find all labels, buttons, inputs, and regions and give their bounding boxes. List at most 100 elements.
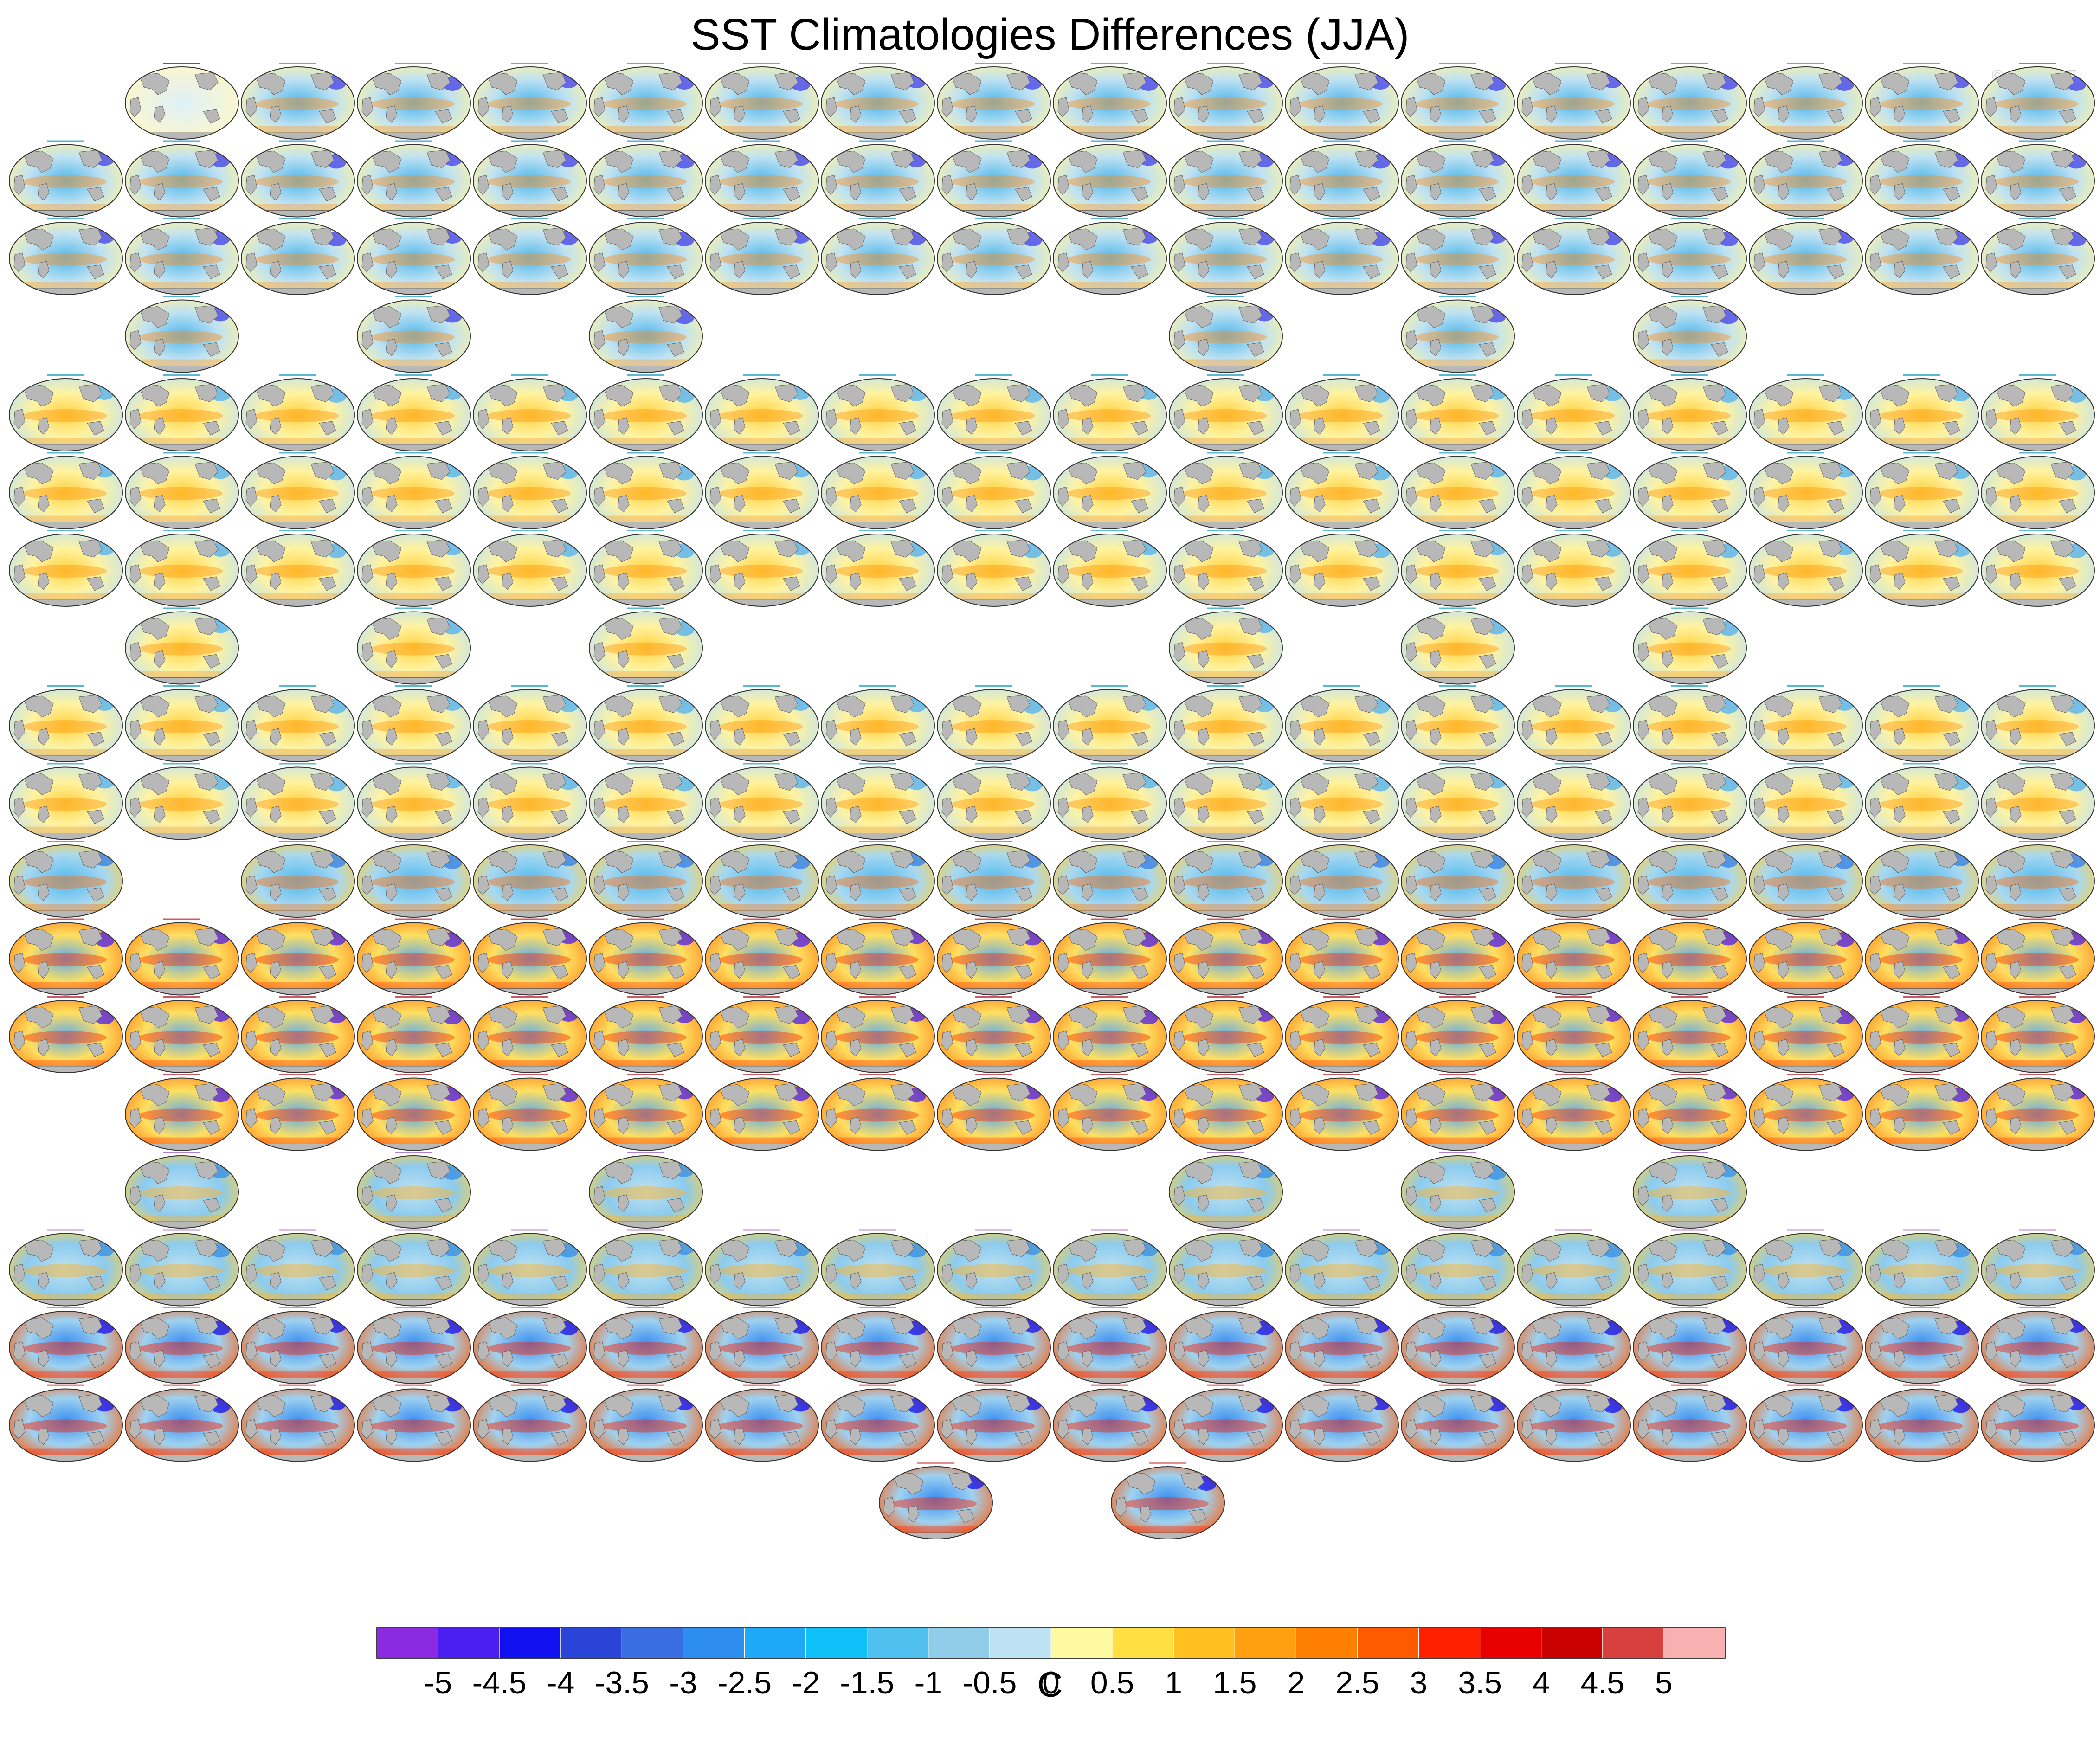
model-panel (1865, 1229, 1979, 1307)
model-panel (589, 140, 703, 218)
model-panel (241, 763, 355, 840)
model-panel (705, 1074, 819, 1151)
model-panel (1517, 1384, 1631, 1462)
model-panel (1053, 63, 1167, 140)
model-panel (241, 918, 355, 996)
model-panel (821, 140, 935, 218)
model-panel (1633, 1307, 1747, 1384)
colorbar-swatch (1295, 1627, 1358, 1659)
colorbar-swatch (1234, 1627, 1296, 1659)
model-panel (1865, 374, 1979, 451)
model-panel (1517, 918, 1631, 996)
colorbar-tick-label: 2.5 (1335, 1665, 1379, 1700)
colorbar-swatch (1112, 1627, 1174, 1659)
model-panel (1865, 530, 1979, 607)
model-panel (1749, 218, 1863, 295)
model-panel (937, 685, 1051, 762)
model-panel (1401, 218, 1515, 295)
model-panel (1169, 1307, 1283, 1384)
model-panel (1401, 763, 1515, 840)
colorbar-tick-label: -5 (424, 1665, 452, 1700)
model-panel (1285, 1074, 1399, 1151)
model-panel (241, 1074, 355, 1151)
model-panel (125, 374, 239, 451)
colorbar-tick-label: 3 (1410, 1665, 1428, 1700)
model-panel (1981, 530, 2095, 607)
model-panel (1285, 452, 1399, 529)
model-panel (1633, 918, 1747, 996)
model-panel (473, 374, 587, 451)
model-panel (1633, 607, 1747, 685)
colorbar-tick-label: 2 (1287, 1665, 1305, 1700)
model-panel (1865, 841, 1979, 918)
model-panel (705, 763, 819, 840)
model-panel (821, 530, 935, 607)
model-panel (1517, 530, 1631, 607)
model-panel (1633, 530, 1747, 607)
model-panel (705, 685, 819, 762)
model-panel (1285, 763, 1399, 840)
model-panel (125, 996, 239, 1073)
model-panel (9, 685, 123, 762)
colorbar-units-label: C (1037, 1665, 1063, 1705)
model-panel (1633, 296, 1747, 373)
model-panel (705, 918, 819, 996)
model-panel (1749, 1074, 1863, 1151)
model-panel (241, 1384, 355, 1462)
model-panel (125, 530, 239, 607)
model-panel (9, 374, 123, 451)
model-panel (1981, 1074, 2095, 1151)
model-panel (1053, 140, 1167, 218)
model-panel (1053, 1074, 1167, 1151)
colorbar-outline (376, 1627, 1726, 1659)
model-panel (705, 841, 819, 918)
colorbar-swatch (621, 1627, 683, 1659)
model-panel (1633, 140, 1747, 218)
colorbar-swatch (1418, 1627, 1481, 1659)
model-panel (1053, 530, 1167, 607)
model-panel (473, 841, 587, 918)
model-panel (821, 374, 935, 451)
model-panel (125, 763, 239, 840)
model-panel (125, 607, 239, 685)
model-panel (357, 140, 471, 218)
model-panel (1865, 452, 1979, 529)
model-panel (1749, 1384, 1863, 1462)
model-panel (241, 685, 355, 762)
model-panel (357, 1229, 471, 1307)
model-panel (1633, 374, 1747, 451)
colorbar-tick-label: 1.5 (1213, 1665, 1257, 1700)
model-panel (705, 374, 819, 451)
model-panel (1517, 763, 1631, 840)
colorbar-tick-label: 0 (1042, 1665, 1060, 1700)
model-panel (1053, 452, 1167, 529)
model-panel (357, 1384, 471, 1462)
model-panel (473, 1384, 587, 1462)
model-panel (1517, 140, 1631, 218)
model-panel (357, 296, 471, 373)
model-panel (705, 140, 819, 218)
model-panel (357, 63, 471, 140)
model-panel (1285, 1307, 1399, 1384)
colorbar-tick-label: -1 (915, 1665, 942, 1700)
colorbar-swatch (805, 1627, 868, 1659)
model-panel (1517, 1229, 1631, 1307)
model-panel (821, 685, 935, 762)
model-panel (1517, 996, 1631, 1073)
model-panel (357, 1307, 471, 1384)
model-panel (357, 685, 471, 762)
chart-title: SST Climatologies Differences (JJA) (690, 10, 1410, 59)
model-panel (125, 140, 239, 218)
model-panel (1169, 1229, 1283, 1307)
model-panel (937, 841, 1051, 918)
model-panel (473, 1307, 587, 1384)
model-panel (589, 218, 703, 295)
model-panel (1053, 685, 1167, 762)
model-panel (1053, 1307, 1167, 1384)
colorbar-swatch (1357, 1627, 1419, 1659)
colorbar-swatch (1050, 1627, 1113, 1659)
model-panel (1053, 918, 1167, 996)
model-panel (1749, 530, 1863, 607)
model-panel (1633, 452, 1747, 529)
model-panel (9, 218, 123, 295)
